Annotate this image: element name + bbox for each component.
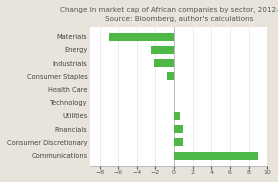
Bar [174, 139, 183, 146]
Bar [174, 152, 258, 160]
Bar [153, 59, 174, 67]
Bar [167, 72, 174, 80]
Bar [151, 46, 174, 54]
Title: Change in market cap of African companies by sector, 2012-2017
Source: Bloomberg: Change in market cap of African companie… [60, 7, 278, 22]
Bar [174, 125, 183, 133]
Bar [109, 33, 174, 41]
Bar [174, 112, 180, 120]
